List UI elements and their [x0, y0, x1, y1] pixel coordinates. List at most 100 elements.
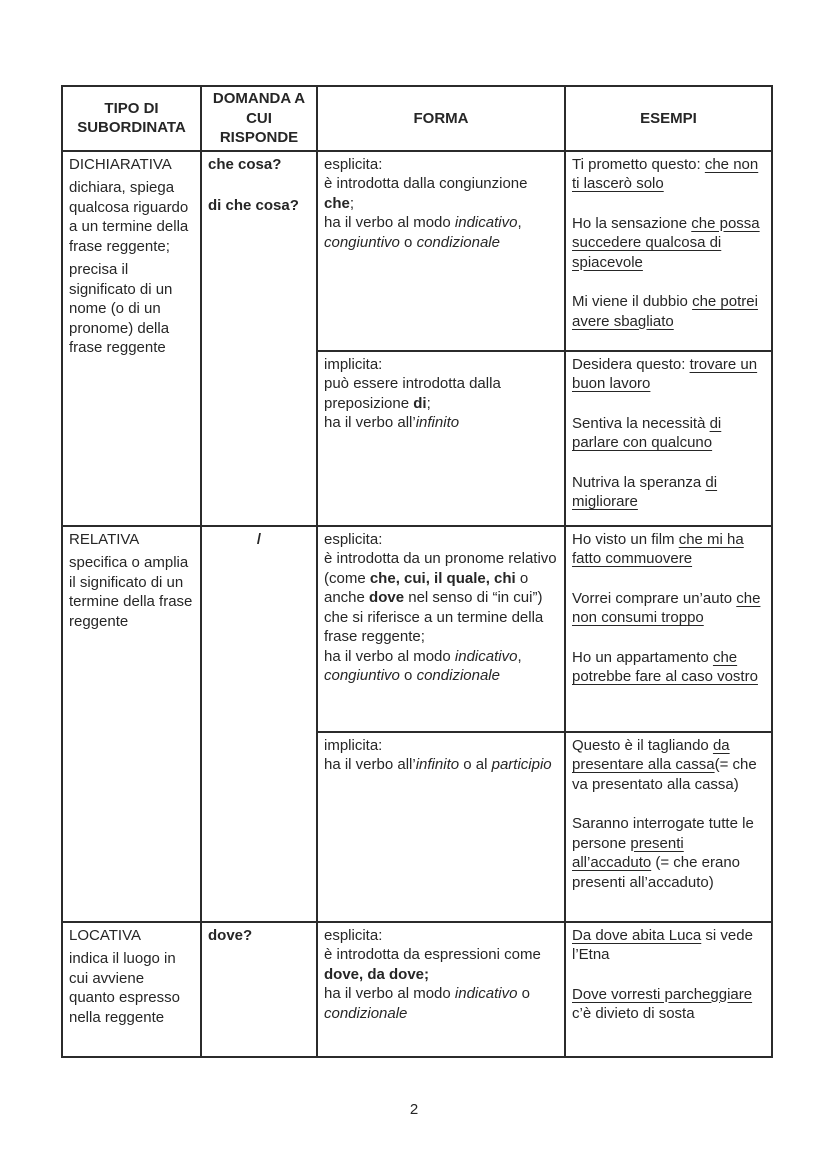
- text-segment: congiuntivo: [324, 233, 400, 251]
- paragraph: è introdotta da espressioni come dove, d…: [324, 945, 558, 984]
- text-segment: Nutriva la speranza: [572, 473, 706, 491]
- text-segment: condizionale: [416, 233, 500, 251]
- text-segment: o anche: [324, 569, 529, 607]
- paragraph: Vorrei comprare un’auto che non consumi …: [572, 589, 765, 628]
- text-segment: condizionale: [324, 1004, 408, 1022]
- paragraph: dichiara, spiega qualcosa riguardo a un …: [69, 178, 194, 256]
- text-segment: Mi viene il dubbio: [572, 293, 693, 310]
- text-segment: di parlare con qualcuno: [572, 414, 722, 452]
- paragraph: ha il verbo all’infinito: [324, 413, 558, 433]
- paragraph: implicita:: [324, 355, 558, 375]
- paragraph: Questo è il tagliando da presentare alla…: [572, 736, 765, 795]
- text-segment: Questo è il tagliando: [572, 736, 713, 754]
- paragraph: Dove vorresti parcheggiare c’è divieto d…: [572, 985, 765, 1024]
- header-esempi: ESEMPI: [564, 85, 773, 152]
- text-segment: Ho la sensazione: [572, 214, 692, 232]
- text-segment: ;: [426, 394, 431, 412]
- paragraph: DICHIARATIVA: [69, 155, 194, 175]
- cell-forma-dichiarativa-1: implicita: può essere introdotta dalla pr…: [316, 349, 566, 527]
- paragraph: Ho visto un film che mi ha fatto commuov…: [572, 530, 765, 569]
- text-segment: che: [324, 194, 350, 212]
- text-segment: ;: [349, 194, 355, 212]
- paragraph: esplicita:: [324, 155, 558, 175]
- text-segment: è introdotta da un pronome relativo (com…: [324, 550, 557, 587]
- text-segment: indicativo: [454, 214, 518, 231]
- paragraph: indica il luogo in cui avviene quanto es…: [69, 949, 194, 1027]
- text-segment: congiuntivo: [324, 667, 400, 684]
- paragraph: può essere introdotta dalla preposizione…: [324, 374, 558, 413]
- subordinate-clauses-table: TIPO DI SUBORDINATA DOMANDA A CUI RISPON…: [61, 85, 773, 1058]
- text-segment: infinito: [415, 756, 460, 773]
- table-row-dichiarativa-1: implicita: può essere introdotta dalla pr…: [62, 349, 773, 527]
- paragraph: di che cosa?: [208, 196, 310, 216]
- text-segment: esplicita:: [324, 155, 383, 173]
- text-segment: dove: [369, 589, 405, 606]
- cell-domanda-relativa: /: [200, 524, 318, 923]
- text-segment: ha il verbo al modo: [324, 985, 455, 1002]
- cell-tipo-dichiarativa: DICHIARATIVA dichiara, spiega qualcosa ri…: [61, 149, 202, 527]
- text-segment: ,: [517, 214, 522, 231]
- text-segment: infinito: [415, 414, 460, 431]
- text-segment: Saranno interrogate tutte le persone: [572, 815, 754, 852]
- text-segment: implicita:: [324, 355, 383, 373]
- text-segment: indicativo: [454, 647, 518, 665]
- text-segment: Da dove abita Luca: [572, 926, 702, 944]
- text-segment: che potrei avere sbagliato: [572, 293, 758, 330]
- text-segment: condizionale: [416, 667, 500, 684]
- paragraph: /: [208, 530, 310, 550]
- cell-esempi-relativa-0: Ho visto un film che mi ha fatto commuov…: [564, 524, 773, 733]
- text-segment: ha il verbo all’: [324, 414, 416, 431]
- paragraph: Ho un appartamento che potrebbe fare al …: [572, 648, 765, 687]
- text-segment: si vede l’Etna: [572, 926, 753, 964]
- paragraph: dove?: [208, 926, 310, 946]
- table-row-relativa-1: implicita: ha il verbo all’infinito o al …: [62, 730, 773, 923]
- cell-forma-relativa-0: esplicita: è introdotta da un pronome rel…: [316, 524, 566, 733]
- text-segment: di: [413, 394, 427, 412]
- paragraph: Nutriva la speranza di migliorare: [572, 473, 765, 512]
- text-segment: esplicita:: [324, 926, 383, 944]
- text-segment: che cosa?: [208, 155, 282, 173]
- text-segment: può essere introdotta dalla preposizione: [324, 375, 501, 412]
- paragraph: [208, 174, 310, 196]
- cell-domanda-dichiarativa: che cosa? di che cosa?: [200, 149, 318, 527]
- cell-esempi-locativa-0: Da dove abita Luca si vede l’Etna Dove vo…: [564, 920, 773, 1058]
- table-row-relativa-0: RELATIVA specifica o amplia il significat…: [61, 524, 773, 923]
- text-segment: nel senso di “in cui”) che si riferisce …: [324, 589, 544, 645]
- table-body: DICHIARATIVA dichiara, spiega qualcosa ri…: [61, 149, 773, 1058]
- cell-forma-locativa-0: esplicita: è introdotta da espressioni co…: [316, 920, 566, 1058]
- text-segment: (= che va presentato alla cassa): [572, 756, 757, 793]
- text-segment: che mi ha fatto commuovere: [572, 530, 744, 568]
- table-row-locativa-0: LOCATIVA indica il luogo in cui avviene q…: [61, 920, 773, 1058]
- paragraph: che cosa?: [208, 155, 310, 175]
- text-segment: indicativo: [454, 985, 518, 1002]
- paragraph: specifica o amplia il significato di un …: [69, 553, 194, 631]
- page-number: 2: [409, 1101, 419, 1118]
- text-segment: /: [256, 530, 262, 548]
- text-segment: di che cosa?: [208, 197, 299, 214]
- text-segment: che, cui, il quale, chi: [369, 569, 516, 587]
- text-segment: che non consumi troppo: [572, 589, 761, 627]
- cell-domanda-locativa: dove?: [200, 920, 318, 1058]
- text-segment: Ho un appartamento: [572, 648, 713, 666]
- text-segment: dove, da dove;: [324, 965, 430, 983]
- paragraph: RELATIVA: [69, 530, 194, 550]
- paragraph: ha il verbo all’infinito o al participio: [324, 755, 558, 775]
- cell-tipo-locativa: LOCATIVA indica il luogo in cui avviene q…: [61, 920, 202, 1058]
- cell-forma-dichiarativa-0: esplicita: è introdotta dalla congiunzion…: [316, 149, 566, 352]
- paragraph: ha il verbo al modo indicativo, congiunt…: [324, 213, 558, 252]
- paragraph: precisa il significato di un nome (o di …: [69, 260, 194, 358]
- text-segment: ,: [517, 647, 522, 665]
- text-segment: specifica o amplia il significato di un …: [69, 554, 193, 630]
- text-segment: participio: [491, 756, 552, 773]
- cell-esempi-dichiarativa-0: Ti prometto questo: che non ti lascerò s…: [564, 149, 773, 352]
- text-segment: di migliorare: [572, 473, 718, 511]
- paragraph: esplicita:: [324, 926, 558, 946]
- text-segment: trovare un buon lavoro: [572, 355, 758, 393]
- paragraph: Saranno interrogate tutte le persone pre…: [572, 814, 765, 892]
- text-segment: o: [517, 985, 530, 1002]
- header-domanda-a-cui-risponde: DOMANDA A CUI RISPONDE: [200, 85, 318, 152]
- text-segment: dove?: [208, 926, 253, 944]
- paragraph: LOCATIVA: [69, 926, 194, 946]
- paragraph: ha il verbo al modo indicativo, congiunt…: [324, 647, 558, 686]
